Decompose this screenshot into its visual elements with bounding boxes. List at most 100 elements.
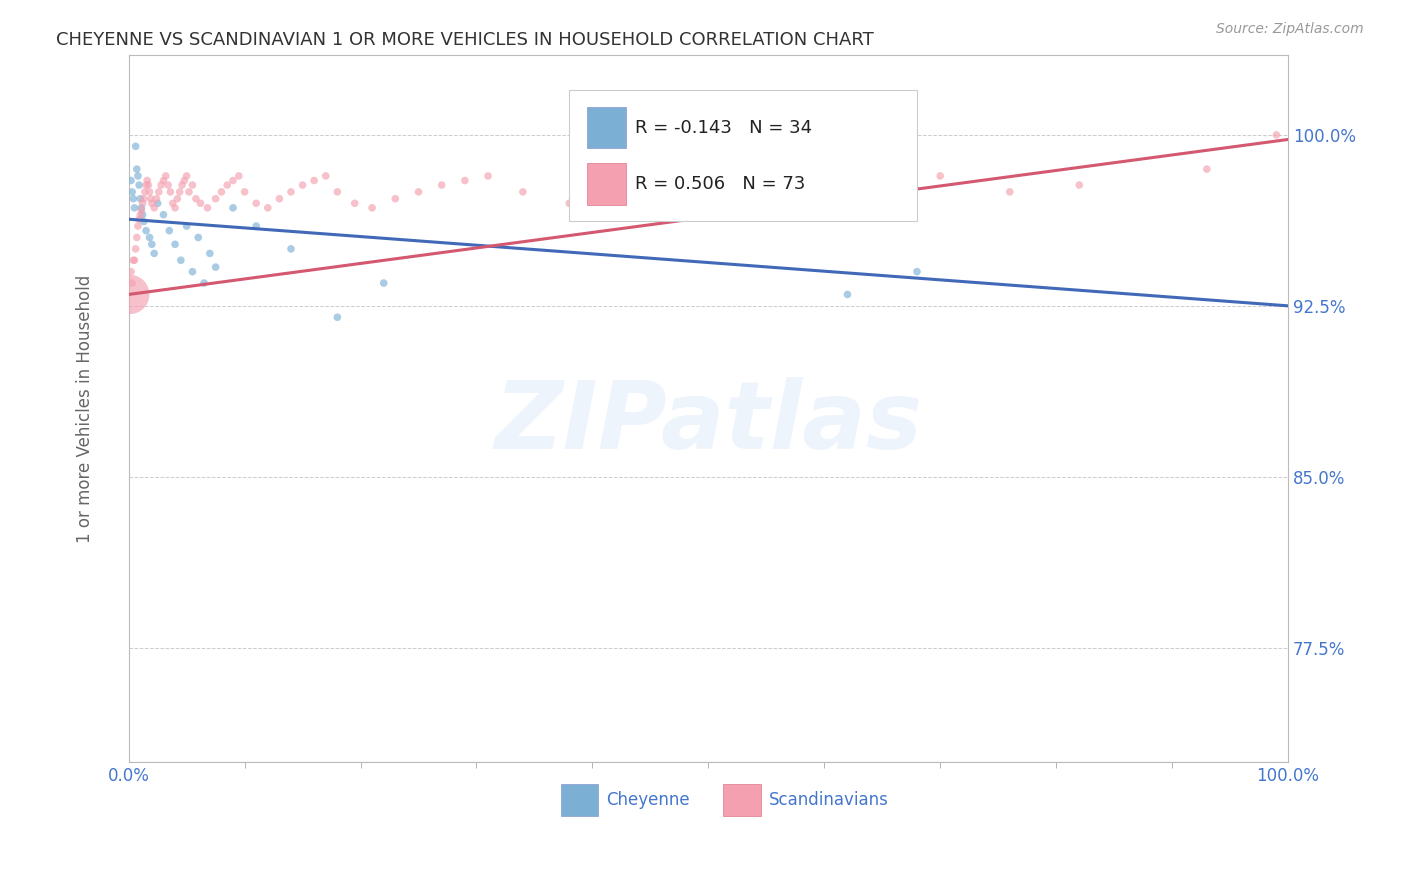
Point bbox=[141, 196, 163, 211]
Point bbox=[256, 201, 278, 215]
Point bbox=[190, 196, 212, 211]
Point bbox=[139, 192, 162, 206]
Point bbox=[177, 185, 200, 199]
Point bbox=[176, 169, 198, 183]
Point bbox=[616, 201, 638, 215]
Point bbox=[165, 237, 187, 252]
Point bbox=[135, 224, 157, 238]
Point bbox=[131, 201, 153, 215]
Text: Cheyenne: Cheyenne bbox=[606, 791, 690, 809]
Point bbox=[166, 192, 188, 206]
Point bbox=[138, 230, 160, 244]
Point bbox=[124, 139, 146, 153]
Point bbox=[157, 178, 180, 192]
Point bbox=[204, 192, 226, 206]
Text: R = 0.506   N = 73: R = 0.506 N = 73 bbox=[636, 176, 806, 194]
Point bbox=[315, 169, 337, 183]
Point bbox=[138, 185, 160, 199]
Point bbox=[165, 201, 187, 215]
Point bbox=[558, 196, 581, 211]
Text: Source: ZipAtlas.com: Source: ZipAtlas.com bbox=[1216, 22, 1364, 37]
Point bbox=[125, 230, 148, 244]
Point bbox=[187, 230, 209, 244]
Point bbox=[122, 253, 145, 268]
Text: CHEYENNE VS SCANDINAVIAN 1 OR MORE VEHICLES IN HOUSEHOLD CORRELATION CHART: CHEYENNE VS SCANDINAVIAN 1 OR MORE VEHIC… bbox=[56, 31, 875, 49]
Point bbox=[132, 214, 155, 228]
Text: Scandinavians: Scandinavians bbox=[769, 791, 889, 809]
Point bbox=[228, 169, 250, 183]
Point bbox=[790, 178, 813, 192]
Point bbox=[120, 265, 142, 279]
Point bbox=[291, 178, 314, 192]
Point bbox=[176, 219, 198, 233]
Point bbox=[128, 212, 150, 227]
Point bbox=[1265, 128, 1288, 142]
Point bbox=[222, 201, 245, 215]
Point bbox=[125, 162, 148, 177]
Point bbox=[170, 178, 193, 192]
Point bbox=[193, 276, 215, 290]
Point bbox=[128, 178, 150, 192]
Point bbox=[326, 185, 349, 199]
Point bbox=[155, 169, 177, 183]
Text: ZIPatlas: ZIPatlas bbox=[495, 376, 922, 468]
Point bbox=[150, 178, 173, 192]
Point bbox=[733, 185, 755, 199]
FancyBboxPatch shape bbox=[586, 163, 626, 205]
Point bbox=[1195, 162, 1218, 177]
Point bbox=[121, 276, 143, 290]
Point bbox=[280, 185, 302, 199]
Point bbox=[148, 185, 170, 199]
Point bbox=[269, 192, 291, 206]
Point bbox=[136, 173, 159, 187]
Point bbox=[217, 178, 239, 192]
Point bbox=[430, 178, 453, 192]
Point bbox=[152, 208, 174, 222]
Point bbox=[184, 192, 207, 206]
Point bbox=[929, 169, 952, 183]
Point bbox=[343, 196, 366, 211]
Point bbox=[512, 185, 534, 199]
Point bbox=[361, 201, 384, 215]
Point bbox=[143, 246, 166, 260]
Point bbox=[120, 173, 142, 187]
Point bbox=[118, 287, 141, 301]
Point bbox=[905, 265, 928, 279]
Point bbox=[1069, 178, 1091, 192]
Point bbox=[998, 185, 1021, 199]
Point bbox=[134, 185, 156, 199]
Point bbox=[129, 192, 152, 206]
Point bbox=[204, 260, 226, 274]
Point bbox=[245, 196, 267, 211]
Point bbox=[159, 185, 181, 199]
Point bbox=[121, 185, 143, 199]
Point bbox=[477, 169, 499, 183]
FancyBboxPatch shape bbox=[586, 107, 626, 148]
Point bbox=[197, 201, 219, 215]
Point bbox=[145, 192, 167, 206]
Point bbox=[122, 192, 145, 206]
Point bbox=[222, 173, 245, 187]
Point bbox=[127, 219, 149, 233]
Point bbox=[146, 196, 169, 211]
Point bbox=[408, 185, 430, 199]
Point bbox=[138, 178, 160, 192]
Point bbox=[135, 178, 157, 192]
Point bbox=[169, 185, 191, 199]
Point bbox=[157, 224, 180, 238]
Point bbox=[129, 208, 152, 222]
Point bbox=[280, 242, 302, 256]
Point bbox=[124, 201, 146, 215]
FancyBboxPatch shape bbox=[569, 90, 917, 221]
Text: 1 or more Vehicles in Household: 1 or more Vehicles in Household bbox=[76, 274, 94, 542]
Point bbox=[162, 196, 184, 211]
Point bbox=[131, 196, 153, 211]
Point bbox=[454, 173, 477, 187]
FancyBboxPatch shape bbox=[724, 783, 761, 816]
Point bbox=[124, 253, 146, 268]
Point bbox=[181, 265, 204, 279]
Point bbox=[170, 253, 193, 268]
Text: R = -0.143   N = 34: R = -0.143 N = 34 bbox=[636, 119, 813, 136]
Point bbox=[143, 201, 166, 215]
Point bbox=[181, 178, 204, 192]
